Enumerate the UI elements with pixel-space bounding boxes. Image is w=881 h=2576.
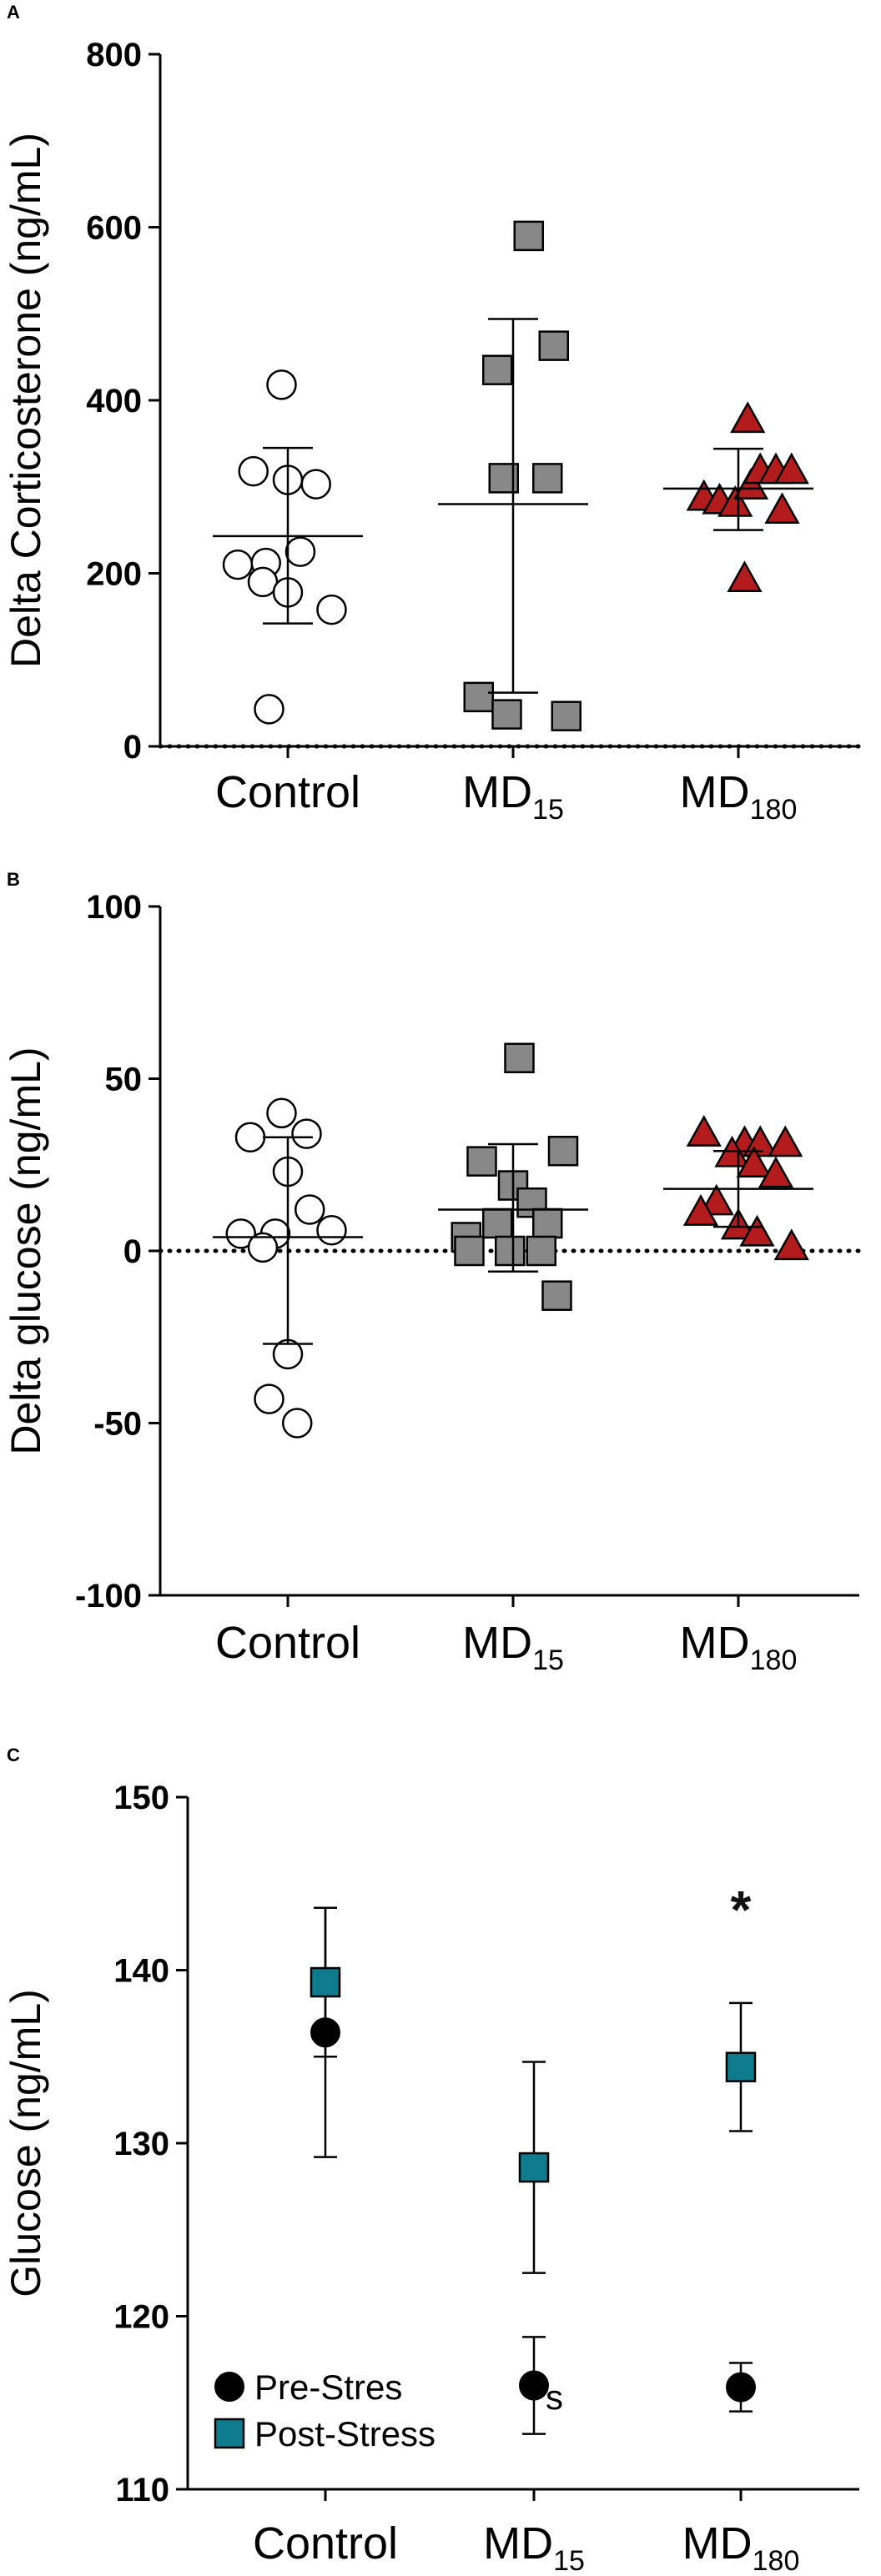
panel-a-data-point [538,330,569,361]
panel-a-data-point [254,694,284,725]
panel-c-annotation: s [546,2378,563,2417]
panel-b-data-point [495,1235,526,1267]
panel-a-y-tick-label: 0 [123,729,142,766]
panel-b-data-point [282,1408,313,1439]
panel-a-data-point [222,549,254,580]
panel-a-data-point [773,452,809,485]
panel-b-y-axis-title: Delta glucose (ng/mL) [3,1047,49,1454]
panel-c-y-axis-title: Glucose (ng/mL) [3,1989,49,2297]
panel-a-data-point [284,536,316,567]
panel-a-y-tick-label: 200 [86,556,142,593]
panel-a-x-tick-label: Control [215,767,360,817]
panel-a-data-point [730,401,766,434]
panel-a-data-point [463,681,494,713]
panel-b-data-point [682,1194,719,1226]
panel-b-y-tick-label: 0 [123,1233,142,1270]
panel-b-data-point [482,1208,513,1239]
panel-b-x-tick-label: Control [215,1618,360,1668]
panel-b-data-point [266,1097,297,1129]
panel-c-data-point-pre-stres [519,2370,549,2401]
panel-b-data-point [739,1214,775,1247]
panel-b-x-tick-label: MD15 [462,1618,564,1676]
panel-b-data-point [698,1183,734,1216]
panel-c-data-point-pre-stres [726,2372,756,2403]
panel-a-y-tick-label: 800 [86,37,142,73]
panel-a-y-axis-title: Delta Corticosterone (ng/mL) [3,133,49,668]
panel-b-data-point [773,1228,809,1261]
panel-a-data-point [482,354,513,385]
panel-a-data-point [732,468,769,500]
panel-c-y-tick-label: 110 [115,2472,169,2508]
panel-c-y-tick-label: 130 [113,2126,169,2162]
panel-b-data-point [758,1156,794,1188]
panel-c-x-tick-label: Control [253,2518,398,2568]
panel-a-data-point [266,369,297,400]
panel-a-y-tick-label: 400 [86,383,142,419]
panel-b-data-point [532,1208,563,1239]
panel-b-data-point [291,1118,322,1149]
panel-b-data-point [225,1218,256,1249]
panel-b-x-tick-label: MD180 [680,1618,798,1676]
panel-c-y-tick-label: 120 [113,2299,169,2336]
panel-b-data-point [234,1122,266,1152]
panel-a-data-point [300,469,331,500]
panel-a-data-point [551,700,581,731]
panel-c-x-tick-label: MD15 [483,2518,585,2576]
panel-b-y-tick-label: 100 [86,889,142,926]
panel-b-data-point [247,1232,279,1263]
panel-a-letter: A [7,2,20,23]
panel-b-data-point [316,1214,347,1246]
panel-b-data-point [254,1383,284,1414]
panel-b-data-point [743,1125,778,1157]
panel-a-data-point [717,485,753,517]
panel-b-data-point [736,1146,772,1178]
panel-c-legend-label: Post-Stress [254,2414,435,2453]
panel-b-y-tick-label: -50 [93,1406,142,1443]
panel-c-legend-label: Pre-Stres [254,2368,402,2407]
panel-c-data-point-pre-stres [310,2017,340,2048]
panel-b-data-point [686,1115,722,1147]
panel-b-data-point [454,1235,485,1267]
panel-a-data-point [532,463,563,494]
panel-a-data-point [238,455,269,487]
panel-a-data-point [764,492,800,525]
panel-a-x-tick-label: MD180 [680,767,798,826]
panel-a-data-point [491,699,522,730]
panel-b-data-point [466,1146,497,1177]
panel-a-y-tick-label: 600 [86,210,142,247]
panel-b-data-point [541,1280,572,1311]
panel-c-data-point-post-stress [725,2051,757,2082]
panel-c-legend-marker [214,2418,245,2449]
panel-c-legend-marker [214,2372,244,2402]
panel-b-data-point [547,1135,579,1167]
panel-b-y-tick-label: 50 [105,1062,143,1098]
panel-c-data-point-post-stress [310,1966,341,1998]
panel-b-data-point [295,1194,325,1225]
panel-c-data-point-post-stress [518,2152,550,2183]
panel-a-data-point [513,220,544,252]
panel-a-x-tick-label: MD15 [462,767,564,826]
panel-b-y-tick-label: -100 [75,1578,142,1614]
panel-b-letter: B [7,869,20,890]
panel-c-significance-star: * [731,1880,752,1940]
panel-b-data-point [526,1235,556,1267]
panel-c-x-tick-label: MD180 [682,2518,800,2576]
panel-c-letter: C [7,1745,20,1765]
panel-b-data-point [768,1125,803,1157]
panel-a-data-point [316,594,347,625]
panel-a-data-point [727,560,763,593]
panel-b-data-point [504,1042,535,1073]
panel-c-y-tick-label: 140 [113,1953,169,1990]
panel-c-y-tick-label: 150 [113,1780,169,1816]
